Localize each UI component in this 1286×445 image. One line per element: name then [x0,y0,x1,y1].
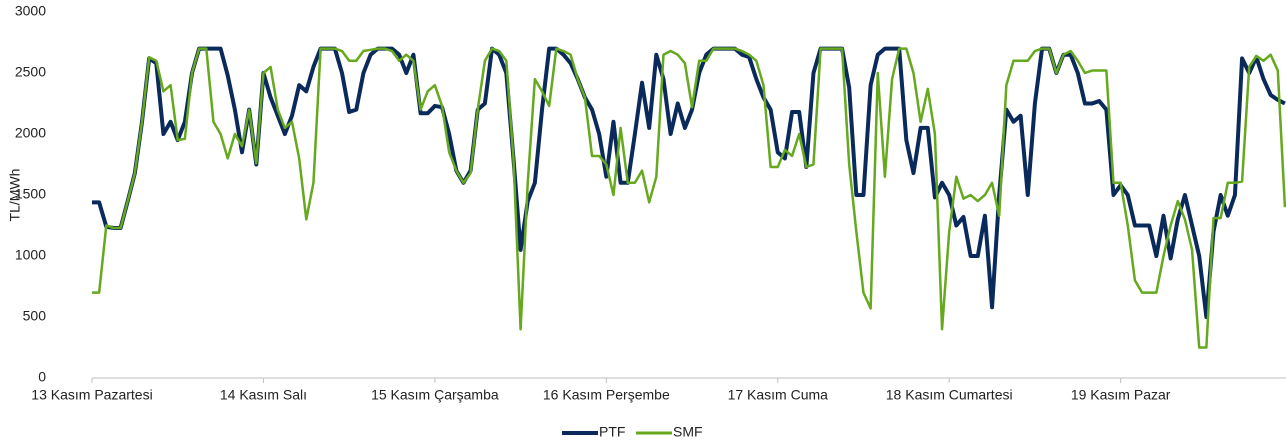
y-tick-label: 3000 [15,3,46,19]
y-tick-label: 0 [38,369,46,385]
y-axis-label: TL/MWh [7,169,23,222]
y-tick-label: 2000 [15,125,46,141]
x-tick-label: 13 Kasım Pazartesi [31,387,152,403]
y-tick-label: 1000 [15,247,46,263]
x-tick-label: 17 Kasım Cuma [728,387,829,403]
legend-label: PTF [599,424,625,440]
x-tick-label: 18 Kasım Cumartesi [886,387,1013,403]
legend-label: SMF [673,424,703,440]
x-tick-label: 15 Kasım Çarşamba [371,387,499,403]
y-tick-label: 1500 [15,186,46,202]
x-tick-label: 14 Kasım Salı [220,387,307,403]
line-series [92,47,1286,349]
x-tick-label: 19 Kasım Pazar [1071,387,1171,403]
y-tick-label: 500 [23,308,47,324]
line-series [92,46,1286,319]
x-tick-label: 16 Kasım Perşembe [543,387,670,403]
y-tick-label: 2500 [15,64,46,80]
